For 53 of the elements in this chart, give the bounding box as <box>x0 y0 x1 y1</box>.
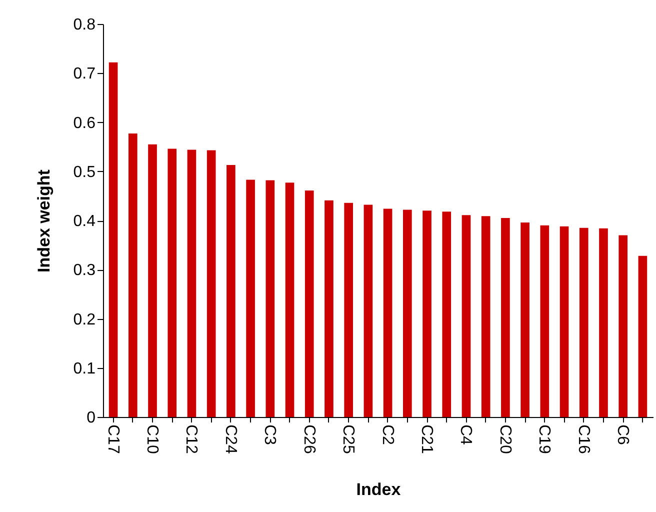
bar <box>246 180 255 417</box>
x-tick-label: C20 <box>496 424 514 454</box>
bar <box>344 202 353 417</box>
x-tick-label: C6 <box>614 424 632 446</box>
bar <box>442 212 452 417</box>
bar <box>481 216 490 417</box>
bar <box>540 225 550 417</box>
bar <box>108 62 118 417</box>
bar <box>266 180 275 417</box>
x-tick-label: C26 <box>300 424 318 454</box>
y-tick-label: 0.2 <box>73 311 96 328</box>
x-tick-label: C2 <box>378 424 396 446</box>
bar <box>560 226 569 417</box>
x-tick-label: C24 <box>222 424 239 454</box>
bar <box>501 218 510 417</box>
x-tick-label: C3 <box>261 424 278 446</box>
y-tick-label: 0.5 <box>73 164 96 181</box>
y-tick-label: 0.3 <box>73 262 96 280</box>
x-tick-label: C17 <box>104 424 122 454</box>
y-tick-label: 0.4 <box>73 213 96 230</box>
x-axis-title: Index <box>356 480 402 499</box>
x-tick-label: C10 <box>144 424 161 454</box>
bar <box>403 210 412 417</box>
bar <box>206 150 216 417</box>
y-axis-title: Index weight <box>34 169 54 272</box>
bar <box>324 200 334 417</box>
bar <box>364 204 373 417</box>
y-tick-label: 0.8 <box>73 16 96 34</box>
bar <box>168 148 177 417</box>
y-tick-label: 0.6 <box>73 114 96 132</box>
y-tick-label: 0 <box>86 410 96 426</box>
bar <box>638 256 648 417</box>
y-tick-label: 0.1 <box>73 360 96 378</box>
bar <box>579 228 588 417</box>
x-tick-label: C16 <box>574 424 592 454</box>
bar <box>599 228 608 417</box>
bar <box>383 208 392 417</box>
bar <box>520 222 530 417</box>
x-tick-label: C19 <box>536 424 553 454</box>
bar <box>187 150 196 417</box>
x-tick-label: C25 <box>340 424 357 454</box>
bar <box>422 210 432 417</box>
bar <box>148 144 157 417</box>
bar <box>304 190 314 417</box>
bar <box>462 215 471 417</box>
x-tick-label: C21 <box>418 424 436 454</box>
bar <box>618 235 628 417</box>
bar <box>226 164 236 417</box>
y-tick-label: 0.7 <box>73 66 96 83</box>
bar <box>128 134 138 417</box>
x-tick-label: C12 <box>182 424 200 454</box>
x-tick-label: C4 <box>457 424 474 446</box>
bar <box>285 182 294 417</box>
